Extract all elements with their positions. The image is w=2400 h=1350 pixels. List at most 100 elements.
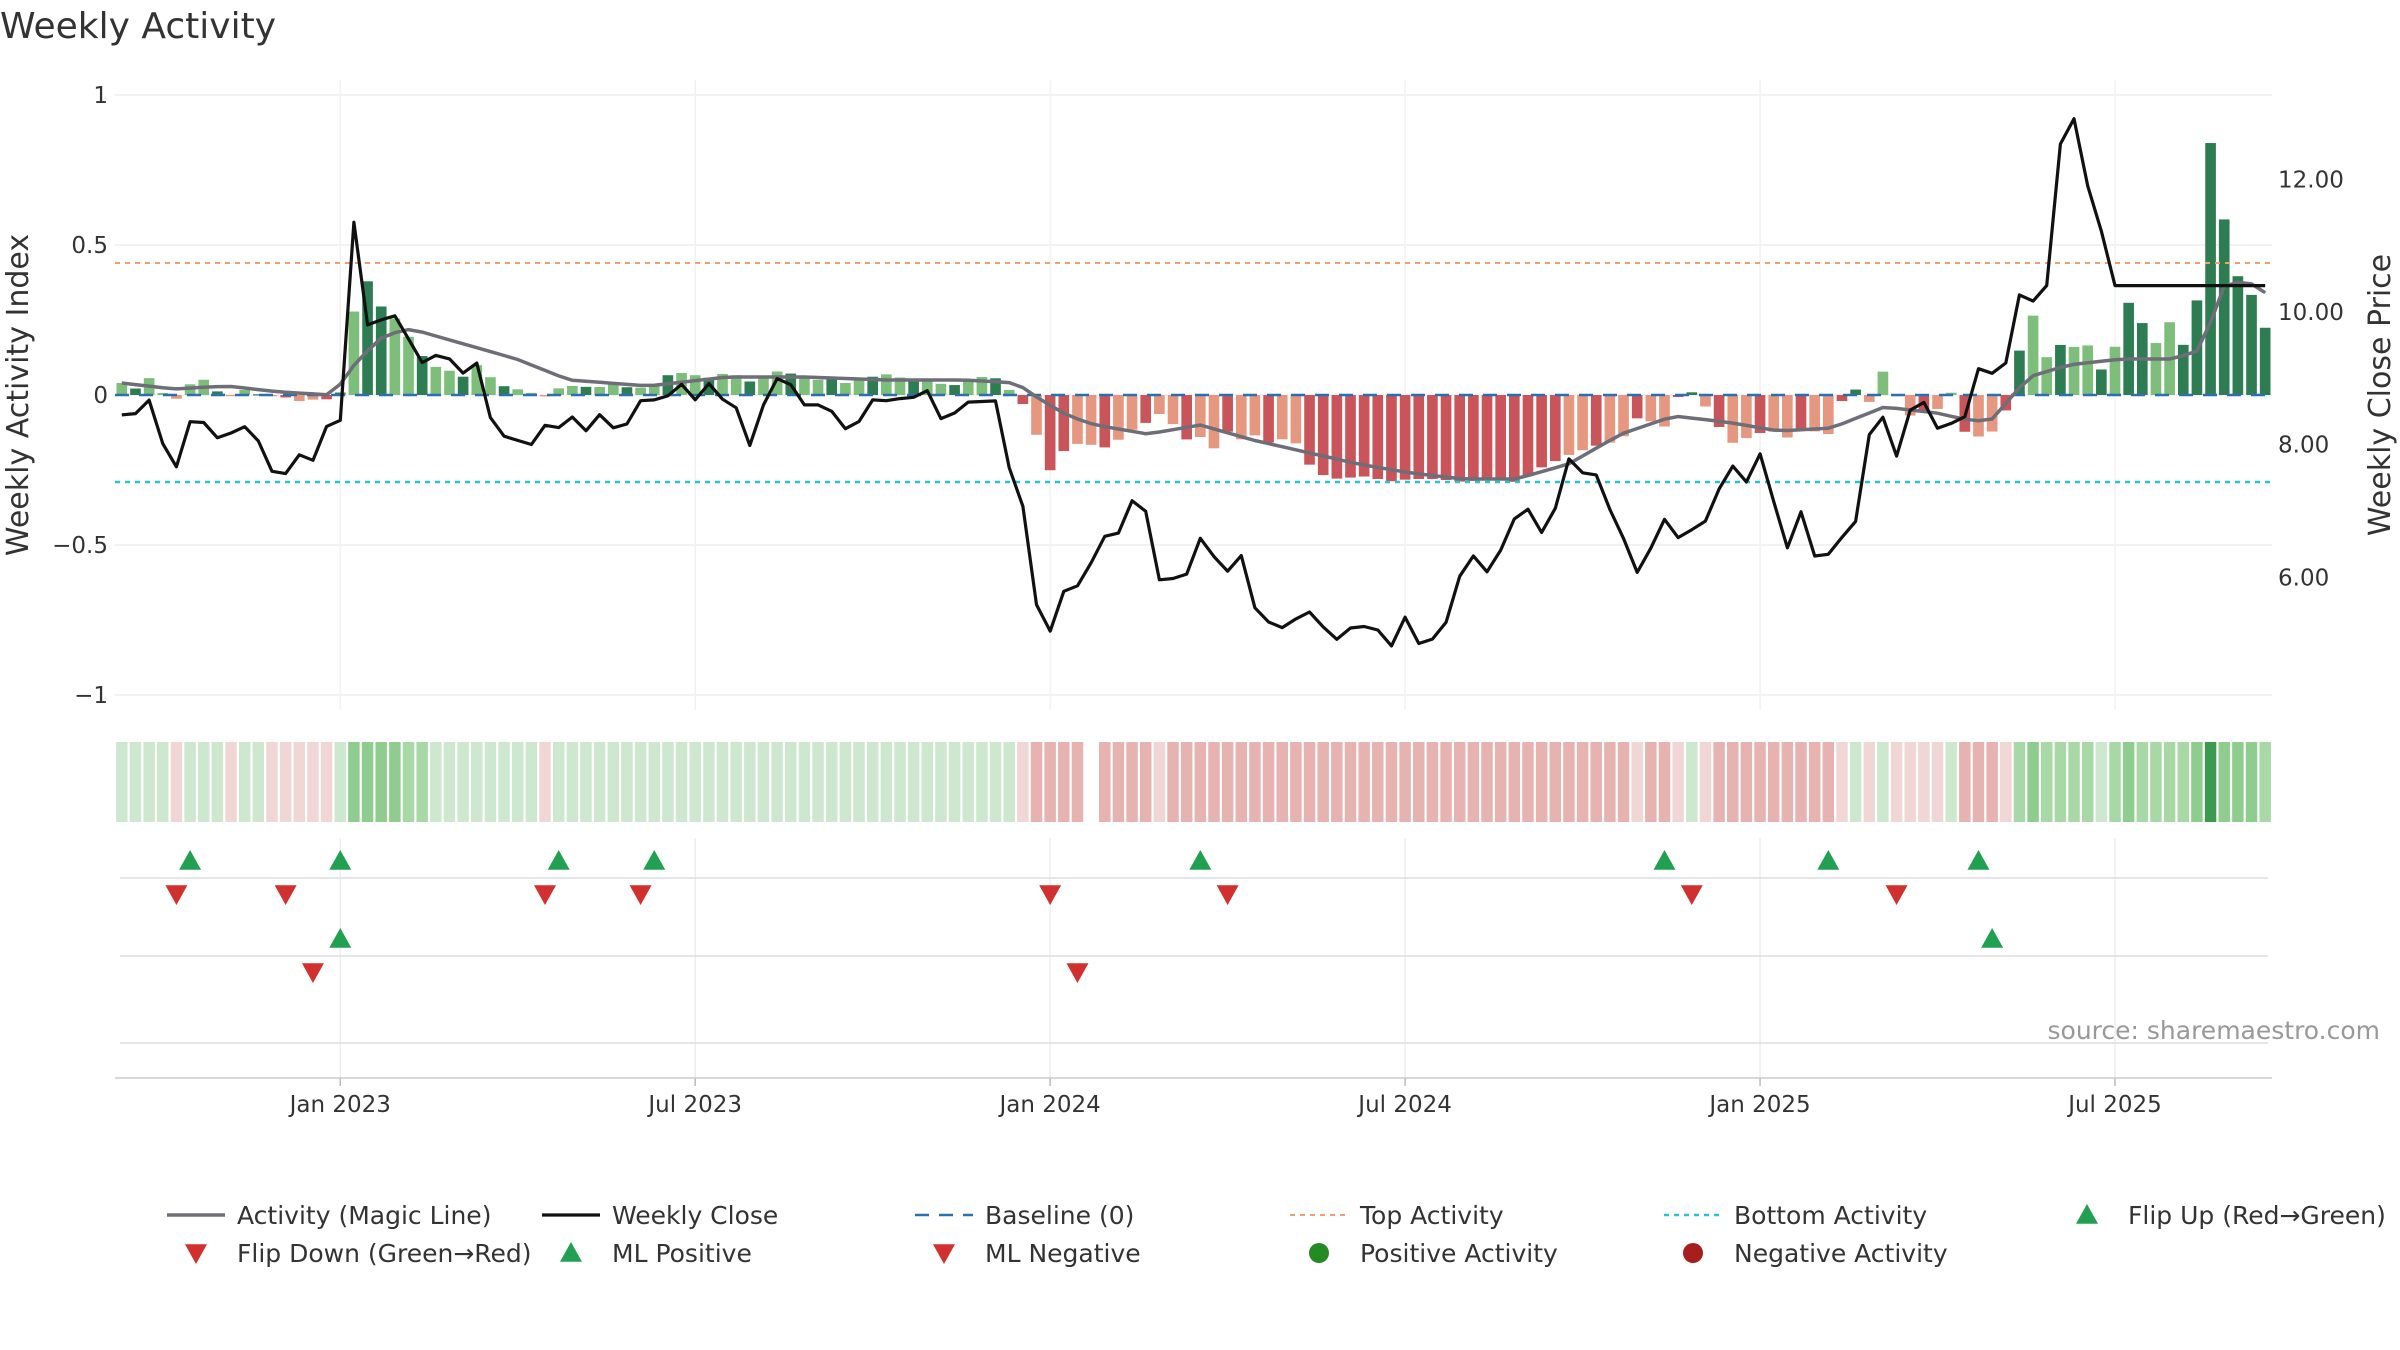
activity-bar	[1522, 395, 1534, 476]
activity-bar	[962, 380, 974, 395]
activity-bar	[253, 394, 264, 396]
heat-cell	[1385, 742, 1398, 822]
y-left-tick-label: 0	[93, 383, 108, 409]
activity-bar	[1741, 395, 1752, 439]
activity-bar	[935, 383, 947, 395]
heat-cell	[252, 742, 265, 822]
heat-cell	[1262, 742, 1275, 822]
y-left-tick-label: −1	[74, 683, 108, 709]
heat-cell	[1563, 742, 1575, 822]
activity-bar	[1577, 395, 1588, 451]
heat-cell	[320, 742, 333, 822]
heat-cell	[566, 742, 579, 822]
heat-cell	[552, 742, 565, 822]
activity-bar	[1508, 395, 1520, 482]
activity-bar	[1304, 395, 1315, 465]
activity-bar	[1113, 395, 1124, 440]
flip-down-marker	[534, 885, 557, 905]
heat-cell	[525, 742, 538, 822]
legend-label-negdot: Negative Activity	[1734, 1239, 1948, 1268]
legend-label-close: Weekly Close	[612, 1201, 778, 1230]
y-axis-right-label: Weekly Close Price	[2363, 254, 2398, 536]
flip-down-marker	[165, 885, 188, 905]
heat-cell	[402, 742, 415, 822]
heat-cell	[962, 742, 974, 822]
activity-bar	[580, 386, 592, 395]
legend-label-baseline: Baseline (0)	[985, 1201, 1134, 1230]
heat-cell	[2163, 742, 2176, 822]
heat-cell	[607, 742, 620, 822]
activity-bar	[1017, 395, 1029, 405]
activity-bar	[553, 388, 565, 395]
flip-up-marker	[1967, 850, 1990, 870]
activity-bar	[225, 395, 237, 397]
heat-cell	[1727, 742, 1739, 822]
heat-cell	[1017, 742, 1029, 822]
y-right-tick-label: 6.00	[2278, 565, 2329, 591]
activity-bar	[840, 382, 851, 395]
heat-cell	[1699, 742, 1712, 822]
heat-cell	[1249, 742, 1261, 822]
heat-cell	[266, 742, 278, 822]
heat-cell	[1849, 742, 1862, 822]
heat-cell	[1494, 742, 1507, 822]
heat-cell	[1058, 742, 1070, 822]
activity-bar	[1481, 395, 1493, 480]
flip-up-marker	[1653, 850, 1676, 870]
heat-cell	[1508, 742, 1521, 822]
activity-bar	[908, 380, 919, 395]
activity-bar	[812, 379, 824, 395]
activity-bar	[1345, 395, 1356, 478]
legend-label-flipup: Flip Up (Red→Green)	[2128, 1201, 2386, 1230]
heat-cell	[907, 742, 920, 822]
activity-bar	[730, 375, 742, 395]
x-tick-label: Jan 2023	[288, 1092, 391, 1118]
activity-bar	[1058, 395, 1070, 452]
activity-bar	[1044, 395, 1056, 471]
flip-down-marker	[629, 885, 652, 905]
heat-cell	[580, 742, 592, 822]
activity-bar	[1618, 395, 1629, 437]
activity-bar	[212, 391, 223, 395]
y-axis-left-label: Weekly Activity Index	[1, 234, 36, 556]
heat-cell	[1617, 742, 1630, 822]
y-right-tick-label: 10.00	[2278, 300, 2344, 326]
activity-bar	[1358, 395, 1370, 477]
activity-bar	[2218, 219, 2230, 395]
activity-bar	[758, 375, 769, 395]
heat-cell	[1372, 742, 1384, 822]
activity-bar	[717, 373, 728, 395]
heat-cell	[1426, 742, 1439, 822]
heat-cell	[2081, 742, 2094, 822]
heat-cell	[1795, 742, 1807, 822]
activity-bar	[2014, 350, 2025, 395]
heat-cell	[1208, 742, 1220, 822]
activity-bar	[512, 389, 524, 395]
heat-cell	[771, 742, 783, 822]
activity-bar	[321, 395, 332, 400]
heat-cell	[2191, 742, 2203, 822]
heat-cell	[621, 742, 633, 822]
heat-cell	[1767, 742, 1780, 822]
activity-bar	[1413, 395, 1425, 479]
activity-bar	[2068, 346, 2080, 395]
activity-bar	[1754, 395, 1766, 434]
activity-bar	[485, 377, 496, 395]
heat-cell	[307, 742, 319, 822]
heat-cell	[1535, 742, 1548, 822]
flip-down-marker	[274, 885, 297, 905]
flip-up-marker	[643, 850, 666, 870]
activity-bar	[1331, 395, 1343, 479]
signal-rows	[120, 850, 2268, 1044]
y-left-tick-label: −0.5	[52, 533, 108, 559]
heat-cell	[1358, 742, 1370, 822]
heat-cell	[1781, 742, 1794, 822]
heat-cell	[2109, 742, 2121, 822]
activity-bar	[1222, 395, 1233, 432]
heat-cell	[1972, 742, 1985, 822]
activity-bar	[1140, 395, 1152, 423]
heat-cell	[1713, 742, 1725, 822]
legend-label-mlneg: ML Negative	[985, 1239, 1141, 1268]
activity-bar	[1659, 395, 1670, 427]
heat-cell	[1180, 742, 1193, 822]
